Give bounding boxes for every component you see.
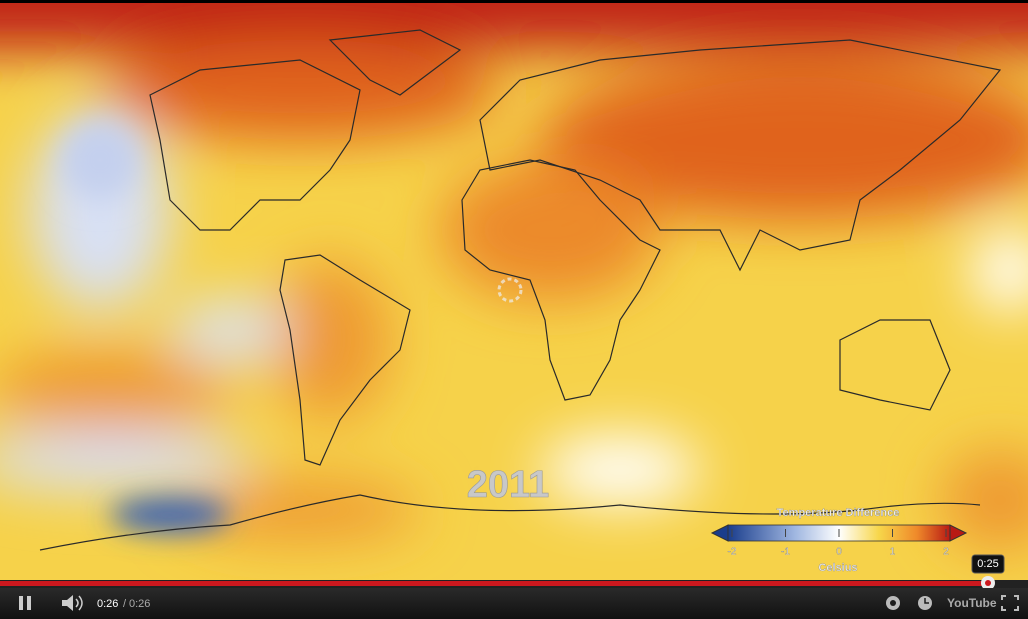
watch-later-button[interactable] bbox=[918, 596, 932, 610]
duration: 0:26 bbox=[129, 598, 150, 610]
color-legend: Temperature Difference Celsius -2 -1 0 1 2 bbox=[710, 507, 968, 574]
progress-handle-dot bbox=[985, 580, 991, 586]
legend-unit: Celsius bbox=[818, 562, 857, 574]
current-time: 0:26 bbox=[97, 598, 118, 610]
pause-button[interactable] bbox=[19, 596, 31, 610]
legend-tick-label: -2 bbox=[728, 547, 737, 558]
time-separator: / bbox=[123, 598, 127, 610]
youtube-logo[interactable]: YouTube bbox=[947, 596, 997, 610]
legend-arrow-high bbox=[949, 524, 968, 542]
legend-tick-label: 0 bbox=[836, 547, 842, 558]
legend-tick-label: 1 bbox=[890, 547, 896, 558]
fullscreen-button[interactable] bbox=[1001, 595, 1019, 611]
year-label: 2011 bbox=[467, 464, 549, 506]
progress-played bbox=[0, 581, 990, 586]
map: 2011 bbox=[0, 3, 1028, 580]
legend-title: Temperature Difference bbox=[777, 507, 900, 519]
settings-button[interactable] bbox=[886, 596, 900, 610]
legend-tick-label: -1 bbox=[781, 547, 790, 558]
time-tooltip bbox=[971, 554, 1005, 574]
tooltip-time: 0:25 bbox=[977, 558, 998, 570]
continent-outlines bbox=[39, 29, 1002, 551]
control-bar bbox=[0, 588, 1028, 619]
volume-button[interactable] bbox=[62, 595, 83, 611]
legend-tick-label: 2 bbox=[943, 547, 949, 558]
